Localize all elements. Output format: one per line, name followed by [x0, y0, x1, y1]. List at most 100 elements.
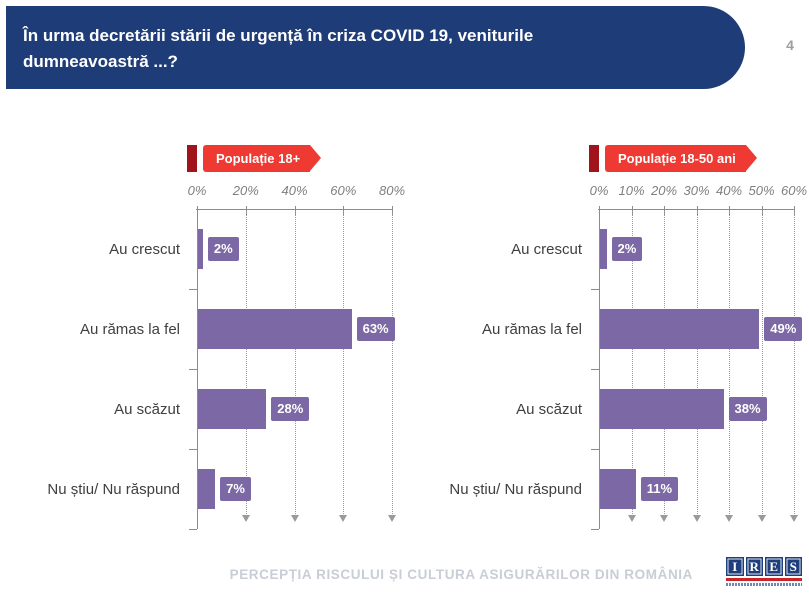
ires-logo-letter: I [726, 557, 744, 576]
x-tick-mark [761, 206, 763, 215]
bar-chart-plot-right: 0% 10% 20% 30% 40% 50% 60% Au crescut 2% Au rămas… [449, 183, 807, 530]
value-label: 7% [220, 477, 251, 501]
category-label: Au crescut [109, 240, 180, 258]
gridline-arrow-icon [790, 515, 798, 522]
x-tick-label: 30% [683, 183, 710, 198]
x-tick-mark [343, 206, 345, 215]
gridline [392, 211, 393, 514]
footer-title: PERCEPȚIA RISCULUI ȘI CULTURA ASIGURĂRIL… [229, 567, 693, 582]
category-tick-mark [189, 369, 197, 370]
category-tick-mark [591, 449, 599, 450]
x-tick-label: 40% [281, 183, 308, 198]
category-axis-line [599, 209, 600, 529]
gridline-arrow-icon [241, 515, 250, 522]
x-tick-mark [197, 206, 198, 215]
banner-label: Populație 18+ [203, 145, 322, 172]
slide-header-band: În urma decretării stării de urgență în … [6, 6, 745, 89]
x-tick-mark [729, 206, 730, 215]
category-label: Au rămas la fel [481, 320, 582, 338]
gridline-arrow-icon [757, 515, 766, 522]
value-label: 49% [764, 317, 803, 341]
x-tick-mark [392, 206, 393, 215]
x-tick-label: 20% [232, 183, 259, 198]
gridline-arrow-icon [725, 515, 733, 522]
value-label: 2% [611, 237, 643, 261]
gridline-arrow-icon [290, 515, 299, 522]
category-label: Au scăzut [114, 400, 180, 418]
category-label: Nu știu/ Nu răspund [47, 480, 180, 498]
bar [600, 469, 636, 509]
x-tick-label: 0% [187, 183, 207, 198]
category-tick-mark [591, 529, 599, 530]
ires-logo-letter: E [765, 557, 783, 576]
bar [198, 229, 203, 269]
category-tick-mark [591, 369, 599, 370]
category-tick-mark [189, 449, 197, 450]
gridline [761, 211, 763, 514]
x-tick-label: 50% [748, 183, 775, 198]
gridline [729, 211, 730, 514]
category-label: Au rămas la fel [79, 320, 180, 338]
bar [600, 309, 760, 349]
banner-accent-bar [589, 145, 599, 172]
x-tick-label: 80% [378, 183, 406, 198]
x-tick-mark [696, 206, 698, 215]
value-label: 11% [640, 477, 679, 501]
x-tick-label: 0% [589, 183, 609, 198]
chart-banner: Populație 18+ [187, 145, 322, 172]
ires-logo-letter: S [784, 557, 802, 576]
gridline [631, 211, 633, 514]
category-tick-mark [189, 529, 197, 530]
bar [198, 389, 267, 429]
x-tick-mark [794, 206, 795, 215]
x-tick-mark [245, 206, 247, 215]
x-tick-label: 40% [715, 183, 743, 198]
chart-populatie-18plus: Populație 18+ 0% 20% 40% 60% 80% Au crescut 2%… [8, 140, 408, 552]
gridline [294, 211, 296, 514]
category-label: Nu știu/ Nu răspund [449, 480, 582, 498]
gridline [794, 211, 795, 514]
banner-accent-bar [187, 145, 197, 172]
gridline [245, 211, 247, 514]
gridline-arrow-icon [660, 515, 668, 522]
banner-label: Populație 18-50 ani [605, 145, 757, 172]
x-tick-label: 20% [650, 183, 678, 198]
x-tick-label: 10% [618, 183, 645, 198]
category-label: Au scăzut [516, 400, 582, 418]
ires-logo: I R E S [726, 557, 802, 586]
gridline-arrow-icon [692, 515, 701, 522]
x-tick-mark [599, 206, 600, 215]
category-label: Au crescut [511, 240, 582, 258]
value-label: 28% [271, 397, 310, 421]
x-tick-label: 60% [330, 183, 357, 198]
ires-logo-red-bar [726, 578, 802, 581]
gridline [664, 211, 665, 514]
x-tick-label: 60% [780, 183, 808, 198]
ires-logo-microtext [726, 582, 802, 586]
x-tick-mark [294, 206, 296, 215]
x-tick-mark [631, 206, 633, 215]
bar [198, 469, 216, 509]
page-number: 4 [786, 37, 794, 53]
ires-logo-letter: R [745, 557, 763, 576]
category-axis-line [197, 209, 198, 529]
x-tick-mark [664, 206, 665, 215]
value-label: 38% [728, 397, 767, 421]
gridline-arrow-icon [627, 515, 636, 522]
category-tick-mark [591, 289, 599, 290]
chart-populatie-18-50: Populație 18-50 ani 0% 10% 20% 30% 40% 50% 60%… [410, 140, 809, 552]
gridline [696, 211, 698, 514]
category-tick-mark [189, 289, 197, 290]
gridline-arrow-icon [388, 515, 396, 522]
ires-logo-tiles: I R E S [726, 557, 802, 576]
bar [198, 309, 352, 349]
value-label: 2% [207, 237, 239, 261]
bar-chart-plot-left: 0% 20% 40% 60% 80% Au crescut 2% Au rămas la fe… [47, 183, 405, 530]
gridline-arrow-icon [339, 515, 348, 522]
chart-banner: Populație 18-50 ani [589, 145, 757, 172]
bar [600, 229, 607, 269]
slide-title: În urma decretării stării de urgență în … [23, 26, 534, 71]
value-label: 63% [356, 317, 395, 341]
gridline [343, 211, 345, 514]
